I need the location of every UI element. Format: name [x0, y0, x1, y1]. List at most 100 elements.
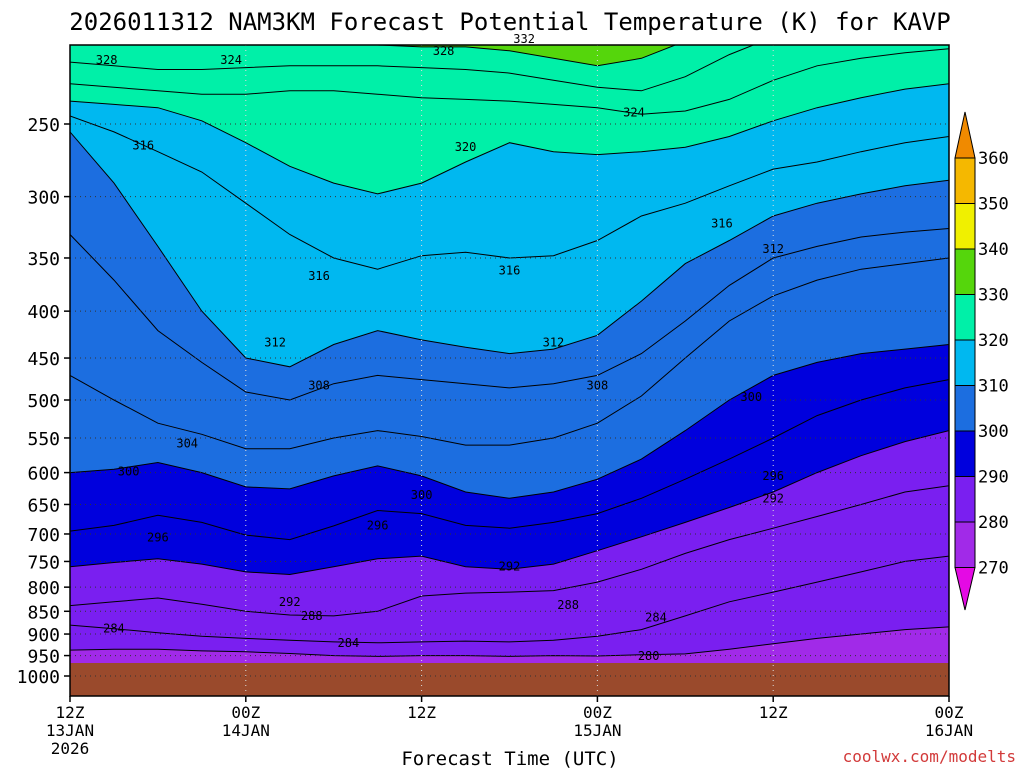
- colorbar-tick-label: 340: [978, 240, 1009, 260]
- colorbar-tick-label: 290: [978, 468, 1009, 488]
- contour-label: 300: [118, 464, 140, 478]
- colorbar-tick-label: 330: [978, 286, 1009, 306]
- y-tick-label: 750: [27, 552, 60, 573]
- isentrope-line: [70, 45, 755, 92]
- y-tick-label: 950: [27, 647, 60, 668]
- contour-label: 284: [103, 622, 125, 636]
- colorbar-segment: [954, 521, 976, 568]
- isentrope-line: [70, 257, 949, 450]
- contour-label: 296: [762, 469, 784, 483]
- y-tick-label: 450: [27, 349, 60, 370]
- colorbar-segment: [954, 111, 976, 159]
- x-axis-label: Forecast Time (UTC): [401, 748, 618, 768]
- x-tick-label: 00Z: [583, 703, 612, 722]
- colorbar-segment: [954, 476, 976, 523]
- contour-label: 316: [499, 263, 521, 277]
- y-tick-label: 300: [27, 188, 60, 209]
- colorbar-segment: [954, 294, 976, 341]
- y-tick-label: 800: [27, 578, 60, 599]
- contour-label: 324: [623, 106, 645, 120]
- contour-label: 292: [499, 560, 521, 574]
- plot-frame: [69, 44, 950, 697]
- y-tick-label: 600: [27, 464, 60, 485]
- y-tick-label: 550: [27, 429, 60, 450]
- plot-area: [70, 45, 949, 696]
- contour-label: 292: [762, 491, 784, 505]
- contour-label: 316: [308, 269, 330, 283]
- x-tick-label: 2026: [51, 739, 90, 758]
- isentrope-line: [70, 555, 949, 644]
- contour-label: 332: [513, 32, 535, 46]
- contour-label: 284: [645, 610, 667, 624]
- x-tick-label: 00Z: [231, 703, 260, 722]
- contour-label: 312: [762, 242, 784, 256]
- contour-label: 284: [338, 636, 360, 650]
- isentrope-line: [146, 45, 677, 67]
- contour-label: 312: [264, 336, 286, 350]
- contour-label: 316: [711, 217, 733, 231]
- isentrope-line: [70, 379, 949, 541]
- chart-title: 2026011312 NAM3KM Forecast Potential Tem…: [69, 8, 950, 36]
- x-tick-label: 15JAN: [573, 721, 621, 740]
- terrain-ground: [70, 663, 949, 696]
- colorbar-tick-label: 270: [978, 559, 1009, 579]
- colorbar-segment: [954, 203, 976, 250]
- y-tick-label: 850: [27, 602, 60, 623]
- colorbar-segment: [954, 339, 976, 386]
- colorbar-tick-label: 300: [978, 422, 1009, 442]
- isentrope-line: [70, 344, 949, 499]
- contour-label: 328: [96, 53, 118, 67]
- y-tick-label: 650: [27, 495, 60, 516]
- isentrope-line: [70, 430, 949, 576]
- y-tick-label: 350: [27, 249, 60, 270]
- isentrope-line: [70, 115, 949, 270]
- contour-label: 296: [147, 530, 169, 544]
- contour-label: 312: [543, 336, 565, 350]
- x-tick-label: 13JAN: [46, 721, 94, 740]
- colorbar-tick-label: 310: [978, 377, 1009, 397]
- contour-label: 292: [279, 595, 301, 609]
- contour-label: 328: [433, 44, 455, 58]
- contour-label: 296: [367, 518, 389, 532]
- contour-label: 300: [411, 488, 433, 502]
- x-tick-label: 12Z: [56, 703, 85, 722]
- contour-label: 280: [638, 649, 660, 663]
- y-tick-label: 500: [27, 391, 60, 412]
- isentrope-line: [70, 131, 949, 368]
- x-tick-label: 12Z: [759, 703, 788, 722]
- colorbar-tick-label: 320: [978, 331, 1009, 351]
- contour-label: 308: [587, 378, 609, 392]
- colorbar-segment: [954, 157, 976, 204]
- isentrope-line: [70, 626, 949, 657]
- colorbar-tick-label: 350: [978, 195, 1009, 215]
- colorbar-tick-label: 360: [978, 149, 1009, 169]
- y-tick-label: 1000: [17, 667, 60, 688]
- y-tick-label: 700: [27, 525, 60, 546]
- contour-label: 288: [301, 609, 323, 623]
- y-tick-label: 900: [27, 625, 60, 646]
- colorbar-segment: [954, 567, 976, 611]
- contour-label: 304: [176, 437, 198, 451]
- colorbar-segment: [954, 430, 976, 477]
- x-tick-label: 16JAN: [925, 721, 973, 740]
- x-tick-label: 12Z: [407, 703, 436, 722]
- colorbar-tick-label: 280: [978, 513, 1009, 533]
- theta-band-fill: [157, 45, 676, 66]
- x-tick-label: 00Z: [935, 703, 964, 722]
- contour-label: 316: [132, 139, 154, 153]
- contour-label: 324: [220, 53, 242, 67]
- contour-label: 308: [308, 378, 330, 392]
- colorbar-segment: [954, 248, 976, 295]
- y-tick-label: 250: [27, 115, 60, 136]
- y-tick-label: 400: [27, 302, 60, 323]
- contour-label: 288: [557, 598, 579, 612]
- isentrope-line: [70, 228, 949, 401]
- isentrope-line: [70, 48, 949, 115]
- colorbar-segment: [954, 385, 976, 432]
- isentrope-line: [70, 485, 949, 617]
- contour-label: 300: [740, 390, 762, 404]
- x-tick-label: 14JAN: [222, 721, 270, 740]
- contour-label: 320: [455, 140, 477, 154]
- credit-text: coolwx.com/modelts: [843, 747, 1016, 766]
